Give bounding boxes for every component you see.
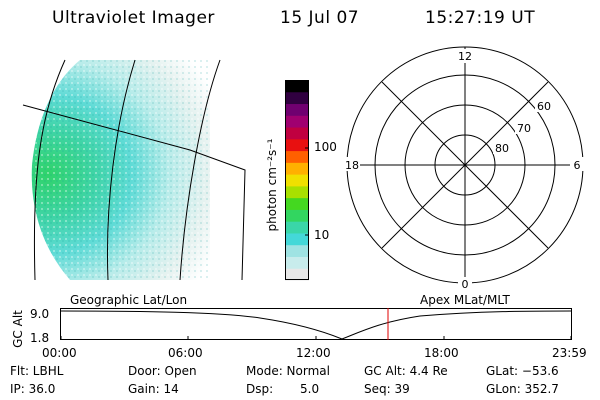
timeline-right-label: Apex MLat/MLT — [420, 293, 510, 307]
colorbar-segment — [285, 221, 309, 234]
imager-title: Ultraviolet Imager — [52, 8, 215, 28]
timeline-ytick-top: 9.0 — [30, 307, 50, 321]
colorbar-segment — [285, 80, 309, 93]
mlt-label-6: 6 — [574, 159, 581, 172]
colorbar-segment — [285, 115, 309, 128]
info-door: Door: Open — [128, 364, 197, 378]
colorbar-segment — [285, 174, 309, 187]
timeline-xtick-0600: 06:00 — [168, 346, 203, 360]
colorbar-segment — [285, 268, 309, 281]
colorbar-segment — [285, 244, 309, 257]
color-scale-bar — [285, 80, 309, 281]
colorbar-segment — [285, 232, 309, 246]
info-gc-alt: GC Alt: 4.4 Re — [364, 364, 448, 378]
info-flt: Flt: LBHL — [10, 364, 64, 378]
lat-label-60: 60 — [537, 100, 551, 113]
timeline-ytick-bottom: 1.8 — [30, 331, 50, 345]
timeline-xtick-1800: 18:00 — [424, 346, 459, 360]
timeline-axis-title: GC Alt — [11, 310, 25, 348]
colorbar-segment — [285, 150, 309, 163]
colorbar-label-10: 10 — [314, 228, 330, 242]
header-time: 15:27:19 UT — [425, 8, 536, 28]
colorbar-segment — [285, 256, 309, 269]
colorbar-segment — [285, 91, 309, 105]
colorbar-unit-label: photon cm⁻²s⁻¹ — [265, 138, 279, 232]
colorbar-segment — [285, 209, 309, 222]
colorbar-segment — [285, 162, 309, 175]
timeline-xtick-1200: 12:00 — [296, 346, 331, 360]
timeline-xtick-2359: 23:59 — [552, 346, 587, 360]
colorbar-segment — [285, 138, 309, 152]
uv-image-panel — [22, 59, 246, 281]
info-ip: IP: 36.0 — [10, 382, 56, 396]
colorbar-segment — [285, 103, 309, 116]
mlt-label-18: 18 — [345, 159, 359, 172]
info-glon: GLon: 352.7 — [486, 382, 559, 396]
header-date: 15 Jul 07 — [280, 8, 360, 28]
mlt-label-12: 12 — [458, 50, 472, 63]
mlt-label-0: 0 — [462, 278, 469, 291]
info-seq: Seq: 39 — [364, 382, 410, 396]
colorbar-label-100: 100 — [314, 140, 337, 154]
timeline-xtick-0000: 00:00 — [42, 346, 77, 360]
timeline-left-label: Geographic Lat/Lon — [70, 293, 188, 307]
colorbar-segment — [285, 197, 309, 210]
colorbar-segment — [285, 185, 309, 199]
info-glat: GLat: −53.6 — [486, 364, 559, 378]
info-dsp-value: 5.0 — [300, 382, 320, 396]
info-gain: Gain: 14 — [128, 382, 179, 396]
polar-mlt-grid: 12 6 0 18 60 70 80 — [342, 46, 584, 291]
altitude-timeline-plot — [59, 308, 573, 340]
colorbar-segment — [285, 127, 309, 140]
lat-label-80: 80 — [495, 142, 509, 155]
info-dsp-label: Dsp: — [246, 382, 274, 396]
info-mode: Mode: Normal — [246, 364, 330, 378]
lat-label-70: 70 — [517, 122, 531, 135]
